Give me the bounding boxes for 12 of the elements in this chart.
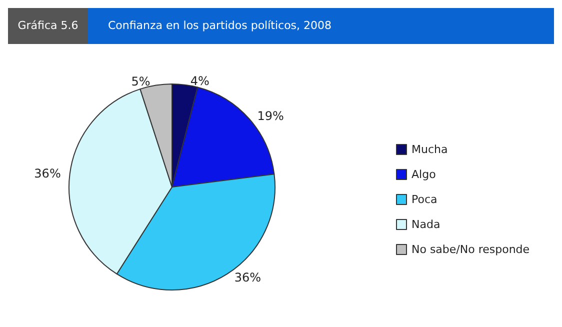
chart-subtitle: Gráfica 5.6 (8, 8, 88, 44)
data-label: 36% (34, 166, 61, 181)
chart-title: Confianza en los partidos políticos, 2008 (88, 8, 554, 44)
data-label: 36% (234, 270, 262, 284)
legend-label: Poca (412, 193, 438, 206)
data-label: 19% (257, 109, 284, 124)
legend-label: Nada (412, 218, 440, 231)
data-label: 5% (131, 74, 150, 88)
legend-label: Algo (412, 168, 436, 181)
data-label: 4% (190, 74, 210, 88)
legend-label: No sabe/No responde (412, 243, 530, 256)
legend-label: Mucha (412, 143, 448, 156)
